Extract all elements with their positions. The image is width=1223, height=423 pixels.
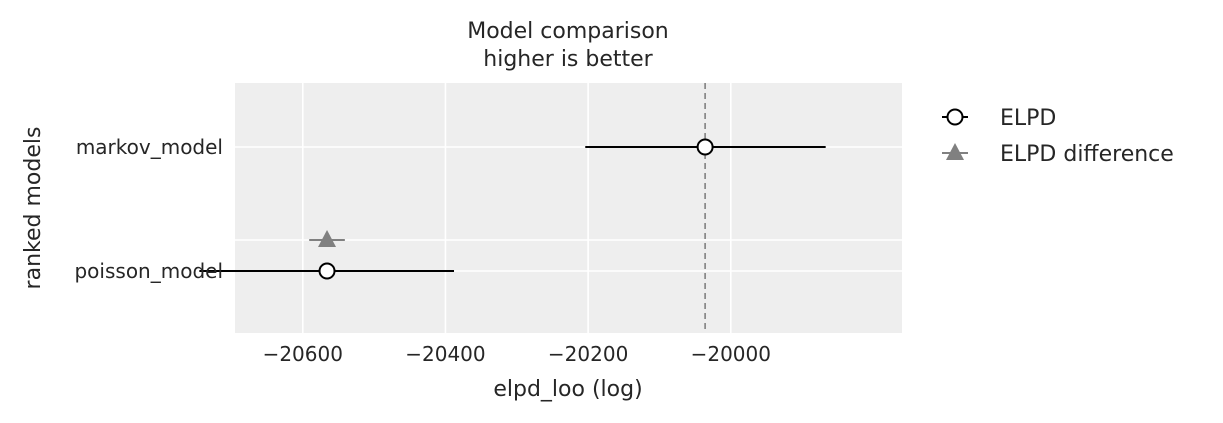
- legend-elpd-marker: [946, 108, 964, 126]
- legend-difference-marker: [946, 143, 964, 160]
- chart-title: Model comparison: [467, 19, 669, 44]
- elpd-point: [318, 262, 336, 280]
- x-tick-label: −20600: [263, 342, 343, 366]
- plot-panel: [235, 83, 902, 333]
- x-tick-label: −20200: [548, 342, 628, 366]
- x-tick-label: −20000: [691, 342, 771, 366]
- x-axis-label: elpd_loo (log): [493, 377, 642, 402]
- elpd-point: [696, 138, 714, 156]
- legend-difference-label: ELPD difference: [1000, 142, 1174, 167]
- y-axis-label: ranked models: [21, 127, 46, 290]
- y-tick-label: poisson_model: [74, 259, 223, 283]
- legend: ELPD ELPD difference: [942, 106, 1174, 167]
- series-layer: [199, 138, 826, 280]
- x-tick-label: −20400: [405, 342, 485, 366]
- y-tick-label: markov_model: [76, 135, 223, 159]
- chart-subtitle: higher is better: [483, 47, 653, 72]
- difference-point: [318, 230, 337, 247]
- tick-labels: −20600 −20400 −20200 −20000 markov_modelpois…: [74, 135, 771, 366]
- legend-elpd-label: ELPD: [1000, 106, 1056, 131]
